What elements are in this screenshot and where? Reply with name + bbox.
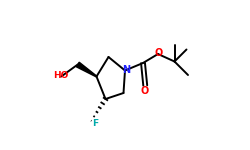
- Polygon shape: [76, 62, 97, 77]
- Text: HO: HO: [53, 71, 68, 80]
- Text: N: N: [122, 65, 130, 75]
- Text: O: O: [140, 87, 148, 96]
- Text: O: O: [154, 48, 163, 58]
- Text: F: F: [92, 119, 98, 128]
